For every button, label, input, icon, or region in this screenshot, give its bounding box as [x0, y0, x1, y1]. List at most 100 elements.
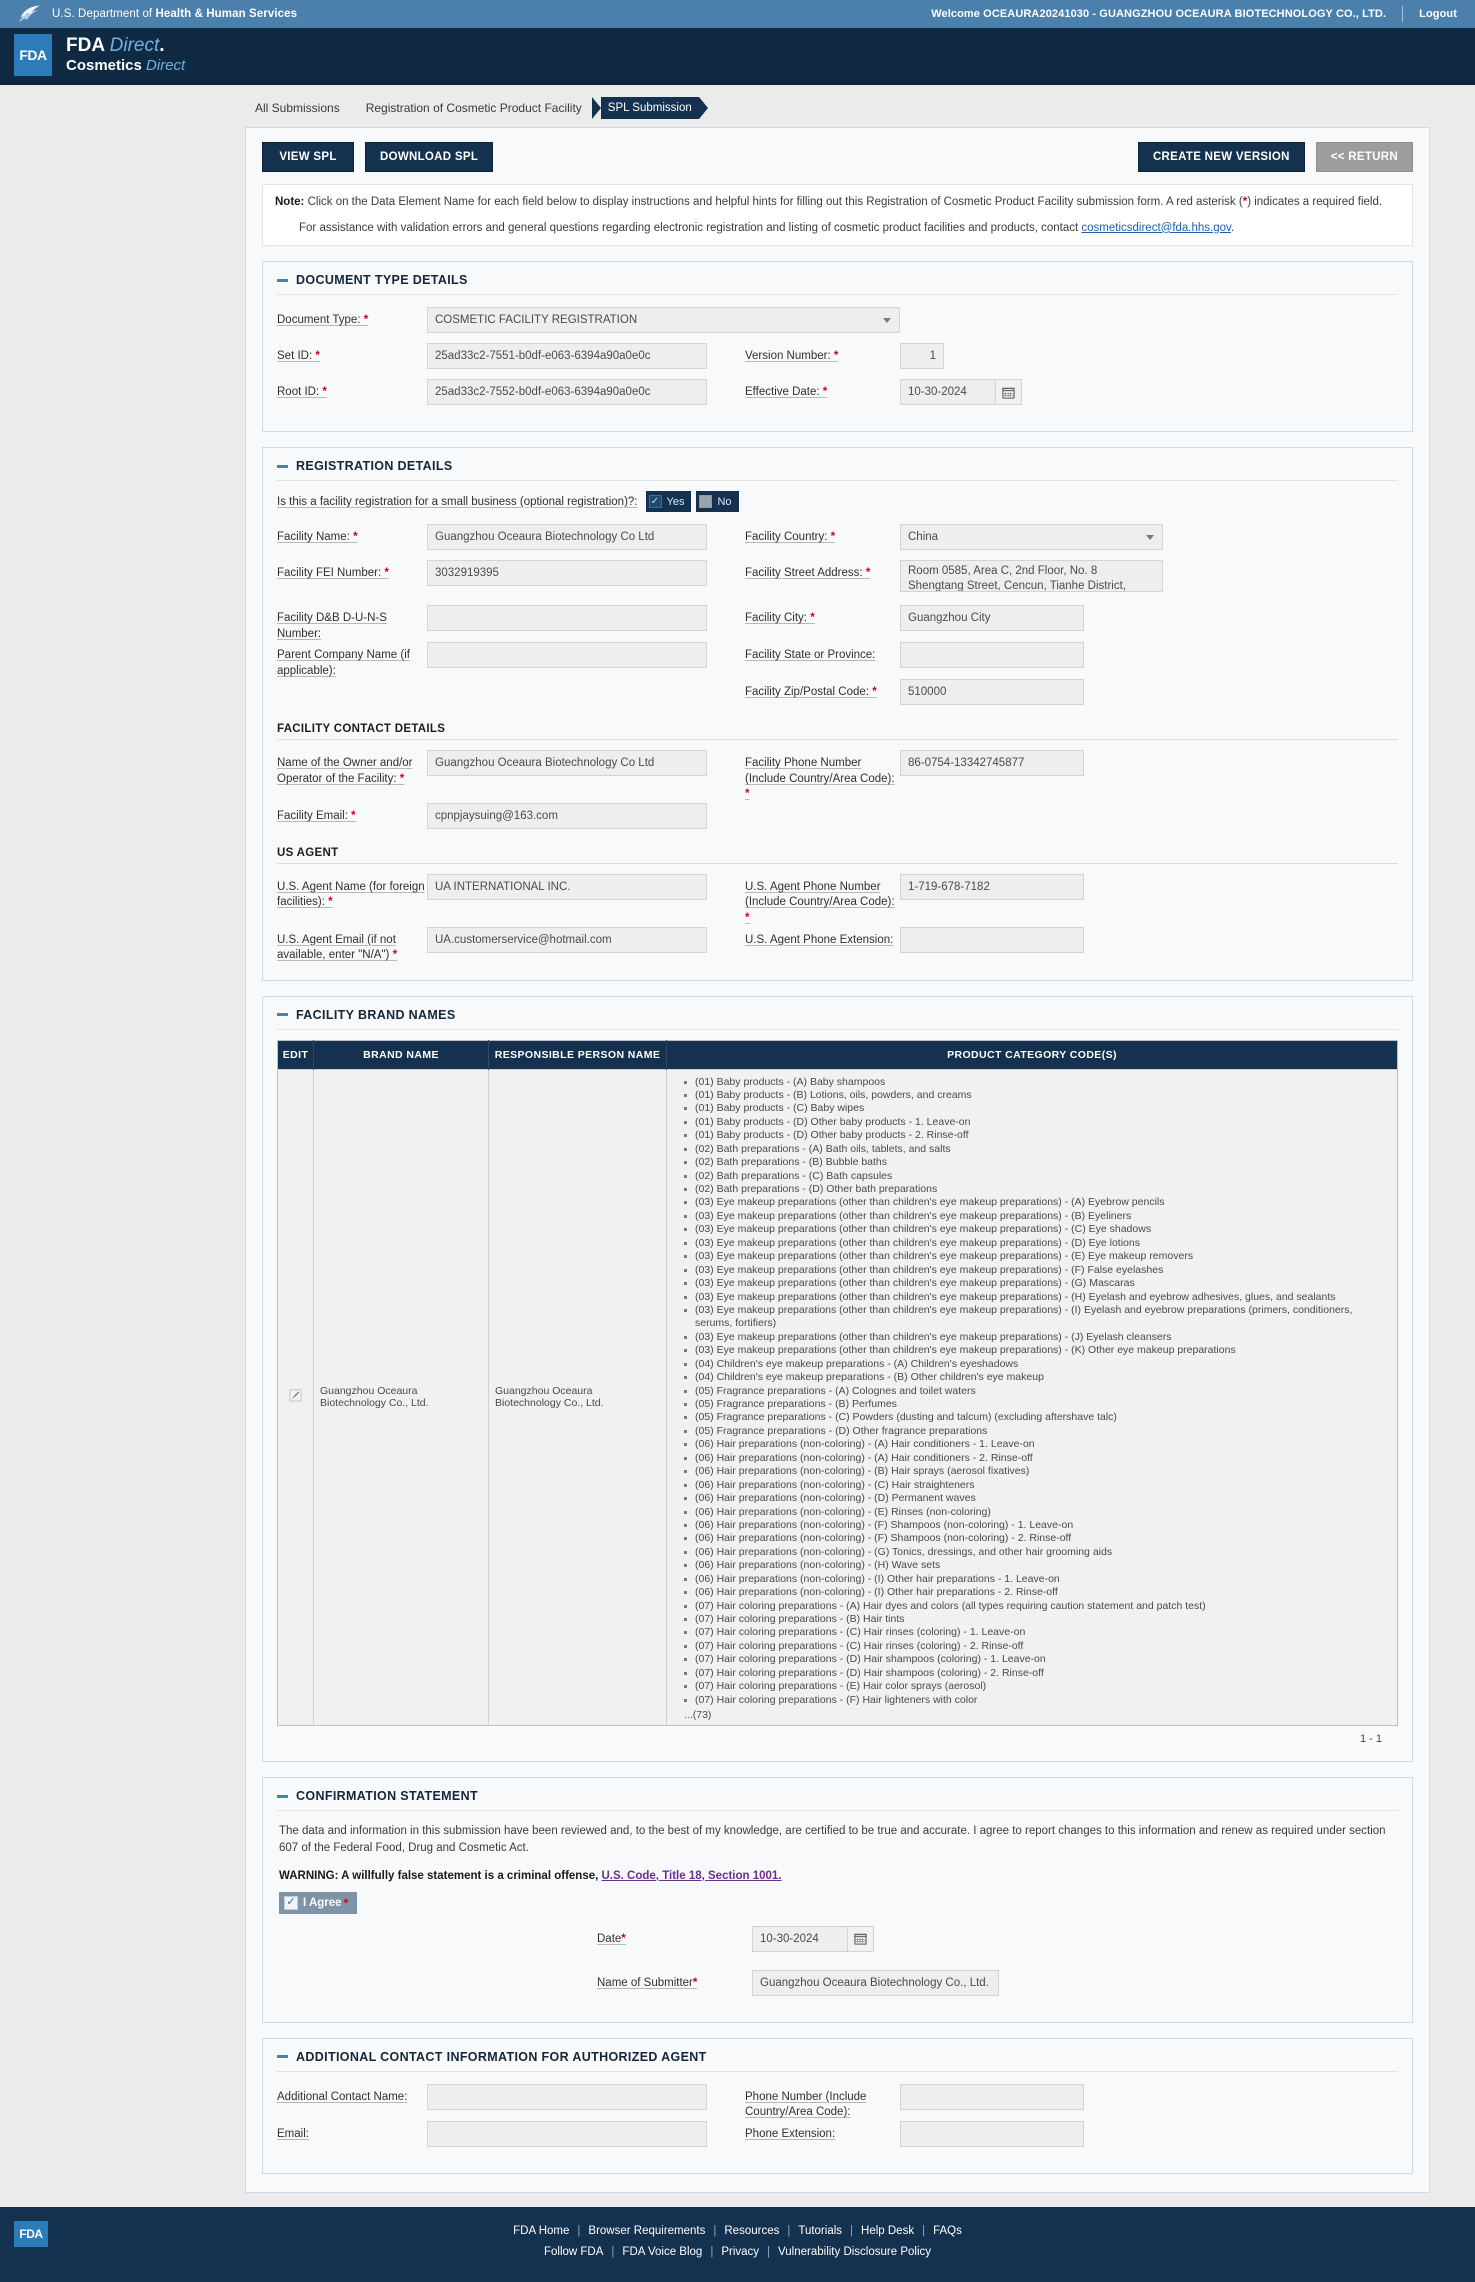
product-category-code-item: (03) Eye makeup preparations (other than…: [684, 1344, 1391, 1357]
additional-phone-extension-input[interactable]: [900, 2120, 1084, 2147]
spacer: [900, 307, 1120, 313]
small-business-yes-toggle[interactable]: ✓ Yes: [645, 491, 692, 513]
us-agent-email-input[interactable]: [427, 926, 707, 953]
product-category-code-item: (03) Eye makeup preparations (other than…: [684, 1237, 1391, 1250]
effective-date-input[interactable]: [900, 379, 996, 406]
download-spl-button[interactable]: DOWNLOAD SPL: [365, 142, 494, 172]
toolbar-panel: VIEW SPL DOWNLOAD SPL CREATE NEW VERSION…: [245, 127, 1430, 2193]
footer-link-privacy[interactable]: Privacy: [721, 2246, 760, 2259]
us-agent-phone-extension-label[interactable]: U.S. Agent Phone Extension:: [745, 927, 900, 949]
name-of-submitter-input[interactable]: [752, 1969, 999, 1996]
collapse-icon[interactable]: [277, 278, 288, 282]
owner-name-input[interactable]: [427, 750, 707, 777]
return-button[interactable]: << RETURN: [1315, 142, 1413, 172]
label-text: Set ID:: [277, 350, 313, 363]
us-code-link[interactable]: U.S. Code, Title 18, Section 1001.: [601, 1869, 782, 1882]
additional-contact-name-input[interactable]: [427, 2083, 707, 2110]
label-text: Phone Extension:: [745, 2127, 836, 2140]
parent-company-input[interactable]: [427, 642, 707, 669]
additional-phone-extension-label[interactable]: Phone Extension:: [745, 2121, 900, 2143]
section-title: DOCUMENT TYPE DETAILS: [296, 273, 468, 288]
collapse-icon[interactable]: [277, 1794, 288, 1798]
facility-duns-label[interactable]: Facility D&B D-U-N-S Number:: [277, 605, 427, 642]
create-new-version-button[interactable]: CREATE NEW VERSION: [1137, 142, 1305, 172]
footer-link-follow-fda[interactable]: Follow FDA: [543, 2246, 604, 2259]
footer-link-tutorials[interactable]: Tutorials: [798, 2224, 843, 2237]
additional-contact-name-label[interactable]: Additional Contact Name:: [277, 2084, 427, 2106]
effective-date-calendar-button[interactable]: [996, 379, 1022, 406]
owner-name-label[interactable]: Name of the Owner and/or Operator of the…: [277, 750, 427, 787]
version-number-label[interactable]: Version Number: *: [745, 343, 900, 365]
footer-link-help-desk[interactable]: Help Desk: [861, 2224, 915, 2237]
set-id-label[interactable]: Set ID: *: [277, 343, 427, 365]
confirmation-date-calendar-button[interactable]: [848, 1925, 874, 1952]
us-agent-name-input[interactable]: [427, 873, 707, 900]
facility-state-input[interactable]: [900, 642, 1084, 669]
facility-city-label[interactable]: Facility City: *: [745, 605, 900, 627]
facility-city-input[interactable]: [900, 605, 1084, 632]
document-type-label[interactable]: Document Type: *: [277, 307, 427, 329]
collapse-icon[interactable]: [277, 1013, 288, 1017]
effective-date-label[interactable]: Effective Date: *: [745, 379, 900, 401]
logout-link[interactable]: Logout: [1419, 8, 1457, 20]
view-spl-button[interactable]: VIEW SPL: [262, 142, 354, 172]
additional-email-input[interactable]: [427, 2120, 707, 2147]
us-agent-phone-label[interactable]: U.S. Agent Phone Number (Include Country…: [745, 874, 900, 927]
facility-phone-label[interactable]: Facility Phone Number (Include Country/A…: [745, 750, 900, 803]
section-title: REGISTRATION DETAILS: [296, 459, 453, 474]
document-type-select[interactable]: [427, 307, 900, 334]
additional-phone-number-input[interactable]: [900, 2083, 1084, 2110]
facility-email-input[interactable]: [427, 802, 707, 829]
facility-duns-input[interactable]: [427, 605, 707, 632]
name-of-submitter-label[interactable]: Name of Submitter*: [597, 1962, 752, 1992]
facility-street-address-textarea[interactable]: Room 0585, Area C, 2nd Floor, No. 8 Shen…: [900, 560, 1163, 593]
responsible-person-name-cell: Guangzhou Oceaura Biotechnology Co., Ltd…: [488, 1068, 667, 1726]
cosmeticsdirect-email-link[interactable]: cosmeticsdirect@fda.hhs.gov: [1081, 221, 1231, 234]
product-category-code-item: (06) Hair preparations (non-coloring) - …: [684, 1438, 1391, 1451]
i-agree-checkbox-button[interactable]: ✓ I Agree *: [279, 1891, 358, 1914]
footer-link-vulnerability-disclosure-policy[interactable]: Vulnerability Disclosure Policy: [778, 2246, 931, 2259]
breadcrumb-item-registration-of-cosmetic-product-facility[interactable]: Registration of Cosmetic Product Facilit…: [355, 98, 592, 118]
divider: [277, 1810, 1398, 1812]
breadcrumb-item-all-submissions[interactable]: All Submissions: [245, 98, 350, 118]
us-agent-phone-input[interactable]: [900, 873, 1084, 900]
facility-fei-input[interactable]: [427, 560, 707, 587]
collapse-icon[interactable]: [277, 464, 288, 468]
root-id-input[interactable]: [427, 379, 707, 406]
collapse-icon[interactable]: [277, 2055, 288, 2059]
footer-link-fda-voice-blog[interactable]: FDA Voice Blog: [622, 2246, 703, 2259]
product-category-code-item: (07) Hair coloring preparations - (C) Ha…: [684, 1626, 1391, 1639]
facility-phone-input[interactable]: [900, 750, 1084, 777]
parent-company-label[interactable]: Parent Company Name (if applicable):: [277, 642, 427, 679]
set-id-input[interactable]: [427, 343, 707, 370]
facility-fei-label[interactable]: Facility FEI Number: *: [277, 560, 427, 582]
footer-link-faqs[interactable]: FAQs: [933, 2224, 962, 2237]
us-agent-phone-extension-input[interactable]: [900, 926, 1084, 953]
root-id-label[interactable]: Root ID: *: [277, 379, 427, 401]
column-header-responsible-person-name: RESPONSIBLE PERSON NAME: [488, 1040, 667, 1070]
facility-email-label[interactable]: Facility Email: *: [277, 803, 427, 825]
facility-street-address-label[interactable]: Facility Street Address: *: [745, 560, 900, 582]
footer-link-browser-requirements[interactable]: Browser Requirements: [588, 2224, 706, 2237]
footer-link-fda-home[interactable]: FDA Home: [513, 2224, 570, 2237]
additional-phone-number-label[interactable]: Phone Number (Include Country/Area Code)…: [745, 2084, 900, 2121]
facility-country-label[interactable]: Facility Country: *: [745, 524, 900, 546]
version-number-input[interactable]: [900, 343, 944, 370]
edit-pencil-icon[interactable]: [289, 1389, 302, 1402]
facility-name-input[interactable]: [427, 524, 707, 551]
confirmation-statement-section: CONFIRMATION STATEMENT The data and info…: [262, 1777, 1413, 2023]
confirmation-date-label[interactable]: Date*: [597, 1926, 752, 1948]
facility-name-label[interactable]: Facility Name: *: [277, 524, 427, 546]
us-agent-name-label[interactable]: U.S. Agent Name (for foreign facilities)…: [277, 874, 427, 911]
footer-link-resources[interactable]: Resources: [724, 2224, 780, 2237]
product-category-code-item: (01) Baby products - (A) Baby shampoos: [684, 1076, 1391, 1089]
small-business-no-toggle[interactable]: No: [696, 491, 739, 513]
confirmation-date-input[interactable]: [752, 1925, 848, 1952]
facility-state-label[interactable]: Facility State or Province:: [745, 642, 900, 664]
us-agent-email-label[interactable]: U.S. Agent Email (if not available, ente…: [277, 927, 427, 964]
small-business-label[interactable]: Is this a facility registration for a sm…: [277, 495, 638, 508]
additional-email-label[interactable]: Email:: [277, 2121, 427, 2143]
facility-zip-input[interactable]: [900, 679, 1084, 706]
facility-country-select[interactable]: [900, 524, 1163, 551]
facility-zip-label[interactable]: Facility Zip/Postal Code: *: [745, 679, 900, 701]
